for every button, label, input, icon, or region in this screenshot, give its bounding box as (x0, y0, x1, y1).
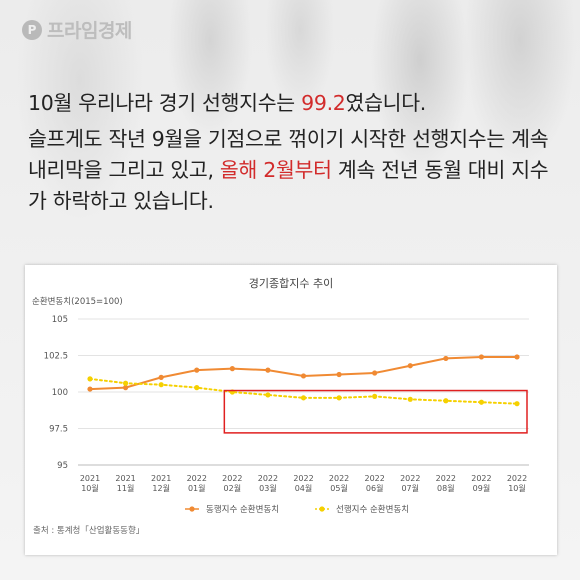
x-tick-month: 01월 (188, 483, 206, 493)
chart: 경기종합지수 추이 순환변동치(2015=100) 출처 : 통계청「산업활동동… (32, 277, 529, 536)
legend-swatch-dot (189, 506, 195, 512)
x-tick-year: 2022 (507, 474, 527, 483)
x-tick-year: 2022 (258, 474, 278, 483)
x-tick-year: 2022 (436, 474, 456, 483)
headline-before: 10월 우리나라 경기 선행지수는 (28, 91, 302, 115)
logo-icon: P (22, 19, 42, 40)
data-point-series-1 (478, 354, 485, 360)
x-tick-year: 2022 (364, 474, 384, 483)
legend-swatch-dot (319, 506, 325, 512)
x-tick-year: 2022 (293, 474, 313, 483)
data-point-series-1 (336, 371, 342, 378)
data-point-series-2 (443, 398, 449, 404)
headline-after: 였습니다. (345, 91, 427, 115)
x-tick-month: 05월 (330, 483, 348, 493)
x-tick-month: 10월 (81, 483, 99, 493)
headline-highlight: 99.2 (301, 91, 346, 115)
brand-logo: P 프라임경제 (22, 16, 132, 43)
x-tick-year: 2021 (115, 474, 135, 483)
y-tick-label: 105 (52, 315, 68, 325)
x-tick-month: 11월 (117, 483, 135, 493)
data-point-series-1 (443, 355, 449, 362)
data-point-series-1 (122, 385, 129, 391)
x-tick-month: 09월 (473, 483, 491, 493)
y-tick-label: 97.5 (49, 425, 68, 435)
y-tick-label: 95 (57, 461, 68, 471)
y-tick-label: 102.5 (44, 352, 68, 362)
y-axis-label: 순환변동치(2015=100) (32, 296, 123, 307)
x-tick-month: 03월 (259, 483, 277, 493)
x-tick-year: 2021 (151, 474, 171, 483)
y-tick-label: 100 (52, 388, 68, 398)
chart-title: 경기종합지수 추이 (249, 277, 333, 290)
data-point-series-2 (514, 401, 520, 407)
chart-card: 경기종합지수 추이 순환변동치(2015=100) 출처 : 통계청「산업활동동… (25, 265, 557, 555)
x-tick-year: 2022 (329, 474, 349, 483)
x-tick-month: 10월 (508, 483, 526, 493)
x-tick-month: 06월 (366, 483, 384, 493)
data-point-series-1 (372, 370, 378, 376)
data-point-series-1 (194, 367, 200, 373)
data-point-series-2 (300, 395, 307, 401)
highlight-box (223, 389, 528, 434)
data-point-series-1 (87, 386, 93, 392)
body-before: 슬프게도 작년 9월을 기점으로 꺾이기 시작한 선행지수는 계속 내리막을 그… (28, 127, 549, 182)
data-point-series-2 (194, 385, 200, 391)
data-point-series-2 (158, 382, 164, 388)
data-point-series-1 (158, 374, 164, 380)
data-point-series-2 (372, 393, 378, 399)
data-point-series-2 (87, 376, 93, 382)
data-point-series-1 (265, 367, 271, 373)
headline-paragraph: 10월 우리나라 경기 선행지수는 99.2였습니다. (28, 86, 563, 116)
legend-label: 선행지수 순환변동치 (336, 504, 409, 515)
data-point-series-2 (478, 399, 485, 405)
body-paragraph: 슬프게도 작년 9월을 기점으로 꺾이기 시작한 선행지수는 계속 내리막을 그… (28, 124, 563, 217)
x-tick-month: 08월 (437, 483, 455, 493)
data-point-series-1 (407, 363, 413, 369)
data-point-series-2 (336, 395, 342, 401)
x-tick-month: 12월 (152, 483, 170, 493)
body-after: 계속 전년 동월 대비 지수가 하락하고 있습니다. (28, 158, 549, 213)
data-point-series-2 (265, 392, 271, 398)
x-tick-month: 04월 (295, 483, 313, 493)
x-tick-year: 2022 (187, 474, 207, 483)
x-tick-year: 2021 (80, 474, 100, 483)
legend-label: 동행지수 순환변동치 (206, 504, 279, 515)
data-point-series-1 (229, 366, 235, 372)
data-point-series-2 (407, 396, 413, 402)
body-highlight: 올해 2월부터 (219, 158, 332, 182)
x-tick-year: 2022 (400, 474, 420, 483)
source-note: 출처 : 통계청「산업활동동향」 (33, 525, 144, 536)
x-tick-year: 2022 (471, 474, 491, 483)
data-point-series-2 (122, 380, 129, 386)
data-point-series-1 (514, 354, 520, 360)
x-tick-month: 02월 (224, 483, 242, 493)
logo-text: 프라임경제 (47, 20, 132, 42)
x-tick-month: 07월 (401, 483, 419, 493)
x-tick-year: 2022 (222, 474, 242, 483)
data-point-series-1 (300, 373, 307, 379)
